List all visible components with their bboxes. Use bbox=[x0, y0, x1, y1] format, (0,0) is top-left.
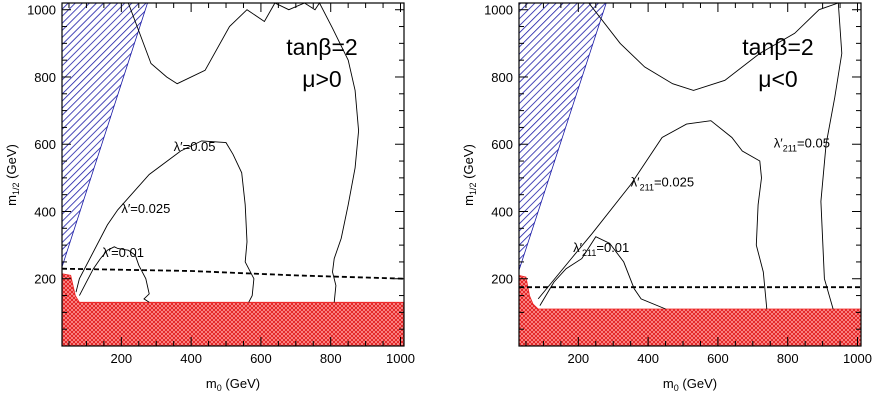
left-y-axis-title: m1/2 (GeV) bbox=[4, 144, 21, 206]
left-annotation-line1: tanβ=2 bbox=[286, 34, 357, 60]
left-contour-line-2 bbox=[75, 140, 255, 303]
left-annotation-line2: μ>0 bbox=[302, 66, 341, 92]
left-contours bbox=[75, 2, 360, 303]
right-y-tick-label: 600 bbox=[491, 137, 513, 152]
left-contour-label-1: λ′=0.01 bbox=[102, 245, 144, 260]
right-plot-frame bbox=[518, 2, 862, 347]
left-contour-labels: λ′=0.01 λ′=0.025 λ′=0.05 bbox=[102, 139, 215, 260]
right-x-tick-label: 200 bbox=[567, 351, 589, 366]
right-contour-label-2: λ′211=0.025 bbox=[631, 174, 694, 192]
left-y-tick-label: 1000 bbox=[27, 3, 56, 18]
left-x-tick-label: 600 bbox=[250, 351, 272, 366]
right-contours bbox=[537, 2, 843, 310]
right-contour-line-3 bbox=[588, 2, 843, 310]
right-x-tick-label: 1000 bbox=[843, 351, 872, 366]
left-y-tick-label: 600 bbox=[34, 137, 56, 152]
right-contour-line-1 bbox=[539, 236, 666, 310]
left-contour-line-1 bbox=[79, 246, 150, 303]
right-x-tick-label: 400 bbox=[637, 351, 659, 366]
left-x-tick-label: 400 bbox=[180, 351, 202, 366]
right-contour-labels: λ′211=0.01 λ′211=0.025 λ′211=0.05 bbox=[573, 136, 830, 258]
right-ticks: 200 400 600 800 1000 200 400 600 800 1000 bbox=[484, 3, 872, 366]
right-y-axis-title: m1/2 (GeV) bbox=[461, 144, 478, 206]
left-y-tick-label: 800 bbox=[34, 70, 56, 85]
left-region-red-hatched bbox=[61, 273, 405, 347]
left-dashed-line bbox=[61, 267, 405, 280]
right-y-tick-label: 1000 bbox=[484, 3, 513, 18]
right-region-red-hatched bbox=[518, 274, 862, 347]
left-x-axis-title: m0 (GeV) bbox=[206, 376, 260, 393]
right-y-tick-label: 800 bbox=[491, 70, 513, 85]
right-region-blue-hatched bbox=[518, 2, 607, 271]
right-annotation-line2: μ<0 bbox=[758, 66, 797, 92]
left-contour-label-2: λ′=0.025 bbox=[121, 201, 170, 216]
right-contour-line-2 bbox=[537, 120, 768, 310]
right-annotation-line1: tanβ=2 bbox=[742, 34, 813, 60]
left-y-tick-label: 200 bbox=[34, 272, 56, 287]
right-contour-label-1: λ′211=0.01 bbox=[573, 240, 629, 258]
right-y-tick-label: 400 bbox=[491, 204, 513, 219]
left-contour-label-3: λ′=0.05 bbox=[174, 139, 216, 154]
left-plot-frame bbox=[61, 2, 405, 347]
right-x-tick-label: 800 bbox=[777, 351, 799, 366]
right-panel: 200 400 600 800 1000 200 400 600 800 1000 λ′211=0… bbox=[461, 2, 872, 393]
left-ticks: 200 400 600 800 1000 200 400 600 800 1000 bbox=[27, 3, 415, 366]
left-contour-line-3 bbox=[127, 2, 360, 303]
right-x-axis-title: m0 (GeV) bbox=[663, 376, 717, 393]
right-y-tick-label: 200 bbox=[491, 272, 513, 287]
left-y-tick-label: 400 bbox=[34, 204, 56, 219]
right-x-tick-label: 600 bbox=[707, 351, 729, 366]
left-x-tick-label: 800 bbox=[320, 351, 342, 366]
left-panel: 200 400 600 800 1000 200 400 600 800 1000 λ′=0.01… bbox=[4, 2, 415, 393]
left-region-blue-hatched bbox=[61, 2, 149, 268]
left-dashed-limit-line bbox=[61, 267, 405, 280]
right-contour-label-3: λ′211=0.05 bbox=[774, 136, 830, 154]
left-x-tick-label: 200 bbox=[110, 351, 132, 366]
left-x-tick-label: 1000 bbox=[386, 351, 415, 366]
